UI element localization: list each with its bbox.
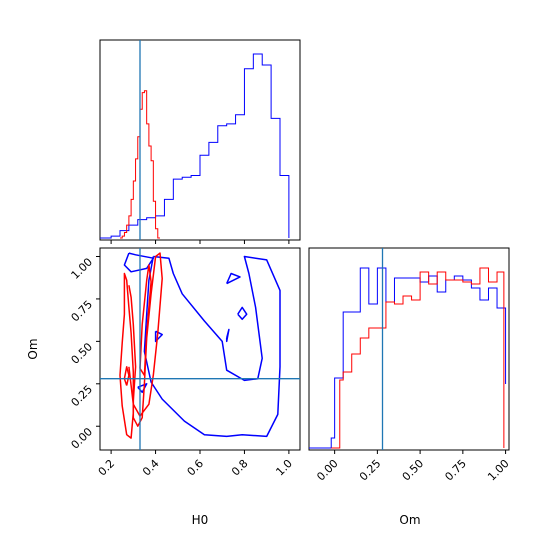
om-x-tick-label: 0.00 (314, 457, 341, 484)
om-histogram-series (309, 267, 507, 449)
om-histogram-blue (309, 267, 507, 449)
om-marginal-panel: 0.00 0.25 0.50 0.75 1.00 Om (308, 247, 512, 527)
om-x-tick-label: 0.50 (400, 457, 427, 484)
joint-y-tick-label: 0.75 (69, 298, 96, 325)
red-contour-series (119, 252, 163, 439)
x-axis-title-h0: H0 (192, 513, 209, 527)
h0-histogram-blue (100, 53, 290, 239)
joint-frame (99, 247, 301, 451)
h0-marginal-frame (99, 39, 301, 241)
blue-contour-1 (123, 252, 155, 273)
x-axis-title-om: Om (399, 513, 420, 527)
red-contour-1 (119, 272, 135, 439)
blue-contour-3 (237, 306, 248, 321)
blue-contour-4 (226, 272, 241, 285)
red-contour-2 (139, 264, 152, 377)
joint-y-tick-label: 0.25 (69, 383, 96, 410)
joint-y-tick-label: 1.00 (69, 255, 96, 282)
blue-contour-6 (137, 383, 148, 394)
joint-x-tick-label: 0.6 (185, 457, 207, 479)
red-contour-3 (123, 366, 130, 386)
blue-contour-5 (154, 330, 163, 343)
om-x-ticks: 0.00 0.25 0.50 0.75 1.00 (314, 450, 512, 484)
joint-y-tick-label: 0.00 (69, 425, 96, 452)
h0-marginal-ticks (110, 240, 290, 244)
blue-contour-2 (225, 328, 230, 343)
joint-y-tick-label: 0.50 (69, 340, 96, 367)
om-x-tick-label: 1.00 (485, 457, 512, 484)
om-histogram-red (331, 267, 505, 449)
om-marginal-frame (308, 247, 510, 451)
om-x-tick-label: 0.75 (442, 457, 469, 484)
joint-x-tick-label: 0.4 (140, 457, 162, 479)
joint-x-ticks: 0.2 0.4 0.6 0.8 1.0 (96, 450, 295, 478)
blue-contour-series (123, 252, 281, 438)
blue-contour-0 (143, 255, 281, 438)
joint-y-ticks: 0.00 0.25 0.50 0.75 1.00 (69, 255, 100, 452)
joint-x-tick-label: 0.2 (96, 457, 118, 479)
joint-panel: 0.2 0.4 0.6 0.8 1.0 0.000.250.500.751.00 H0 … (26, 247, 301, 527)
h0-marginal-panel (99, 39, 301, 244)
h0-histogram-series (100, 53, 290, 239)
y-axis-title-om: Om (26, 338, 40, 359)
joint-x-tick-label: 0.8 (229, 457, 251, 479)
joint-x-tick-label: 1.0 (273, 457, 295, 479)
om-x-tick-label: 0.25 (357, 457, 384, 484)
